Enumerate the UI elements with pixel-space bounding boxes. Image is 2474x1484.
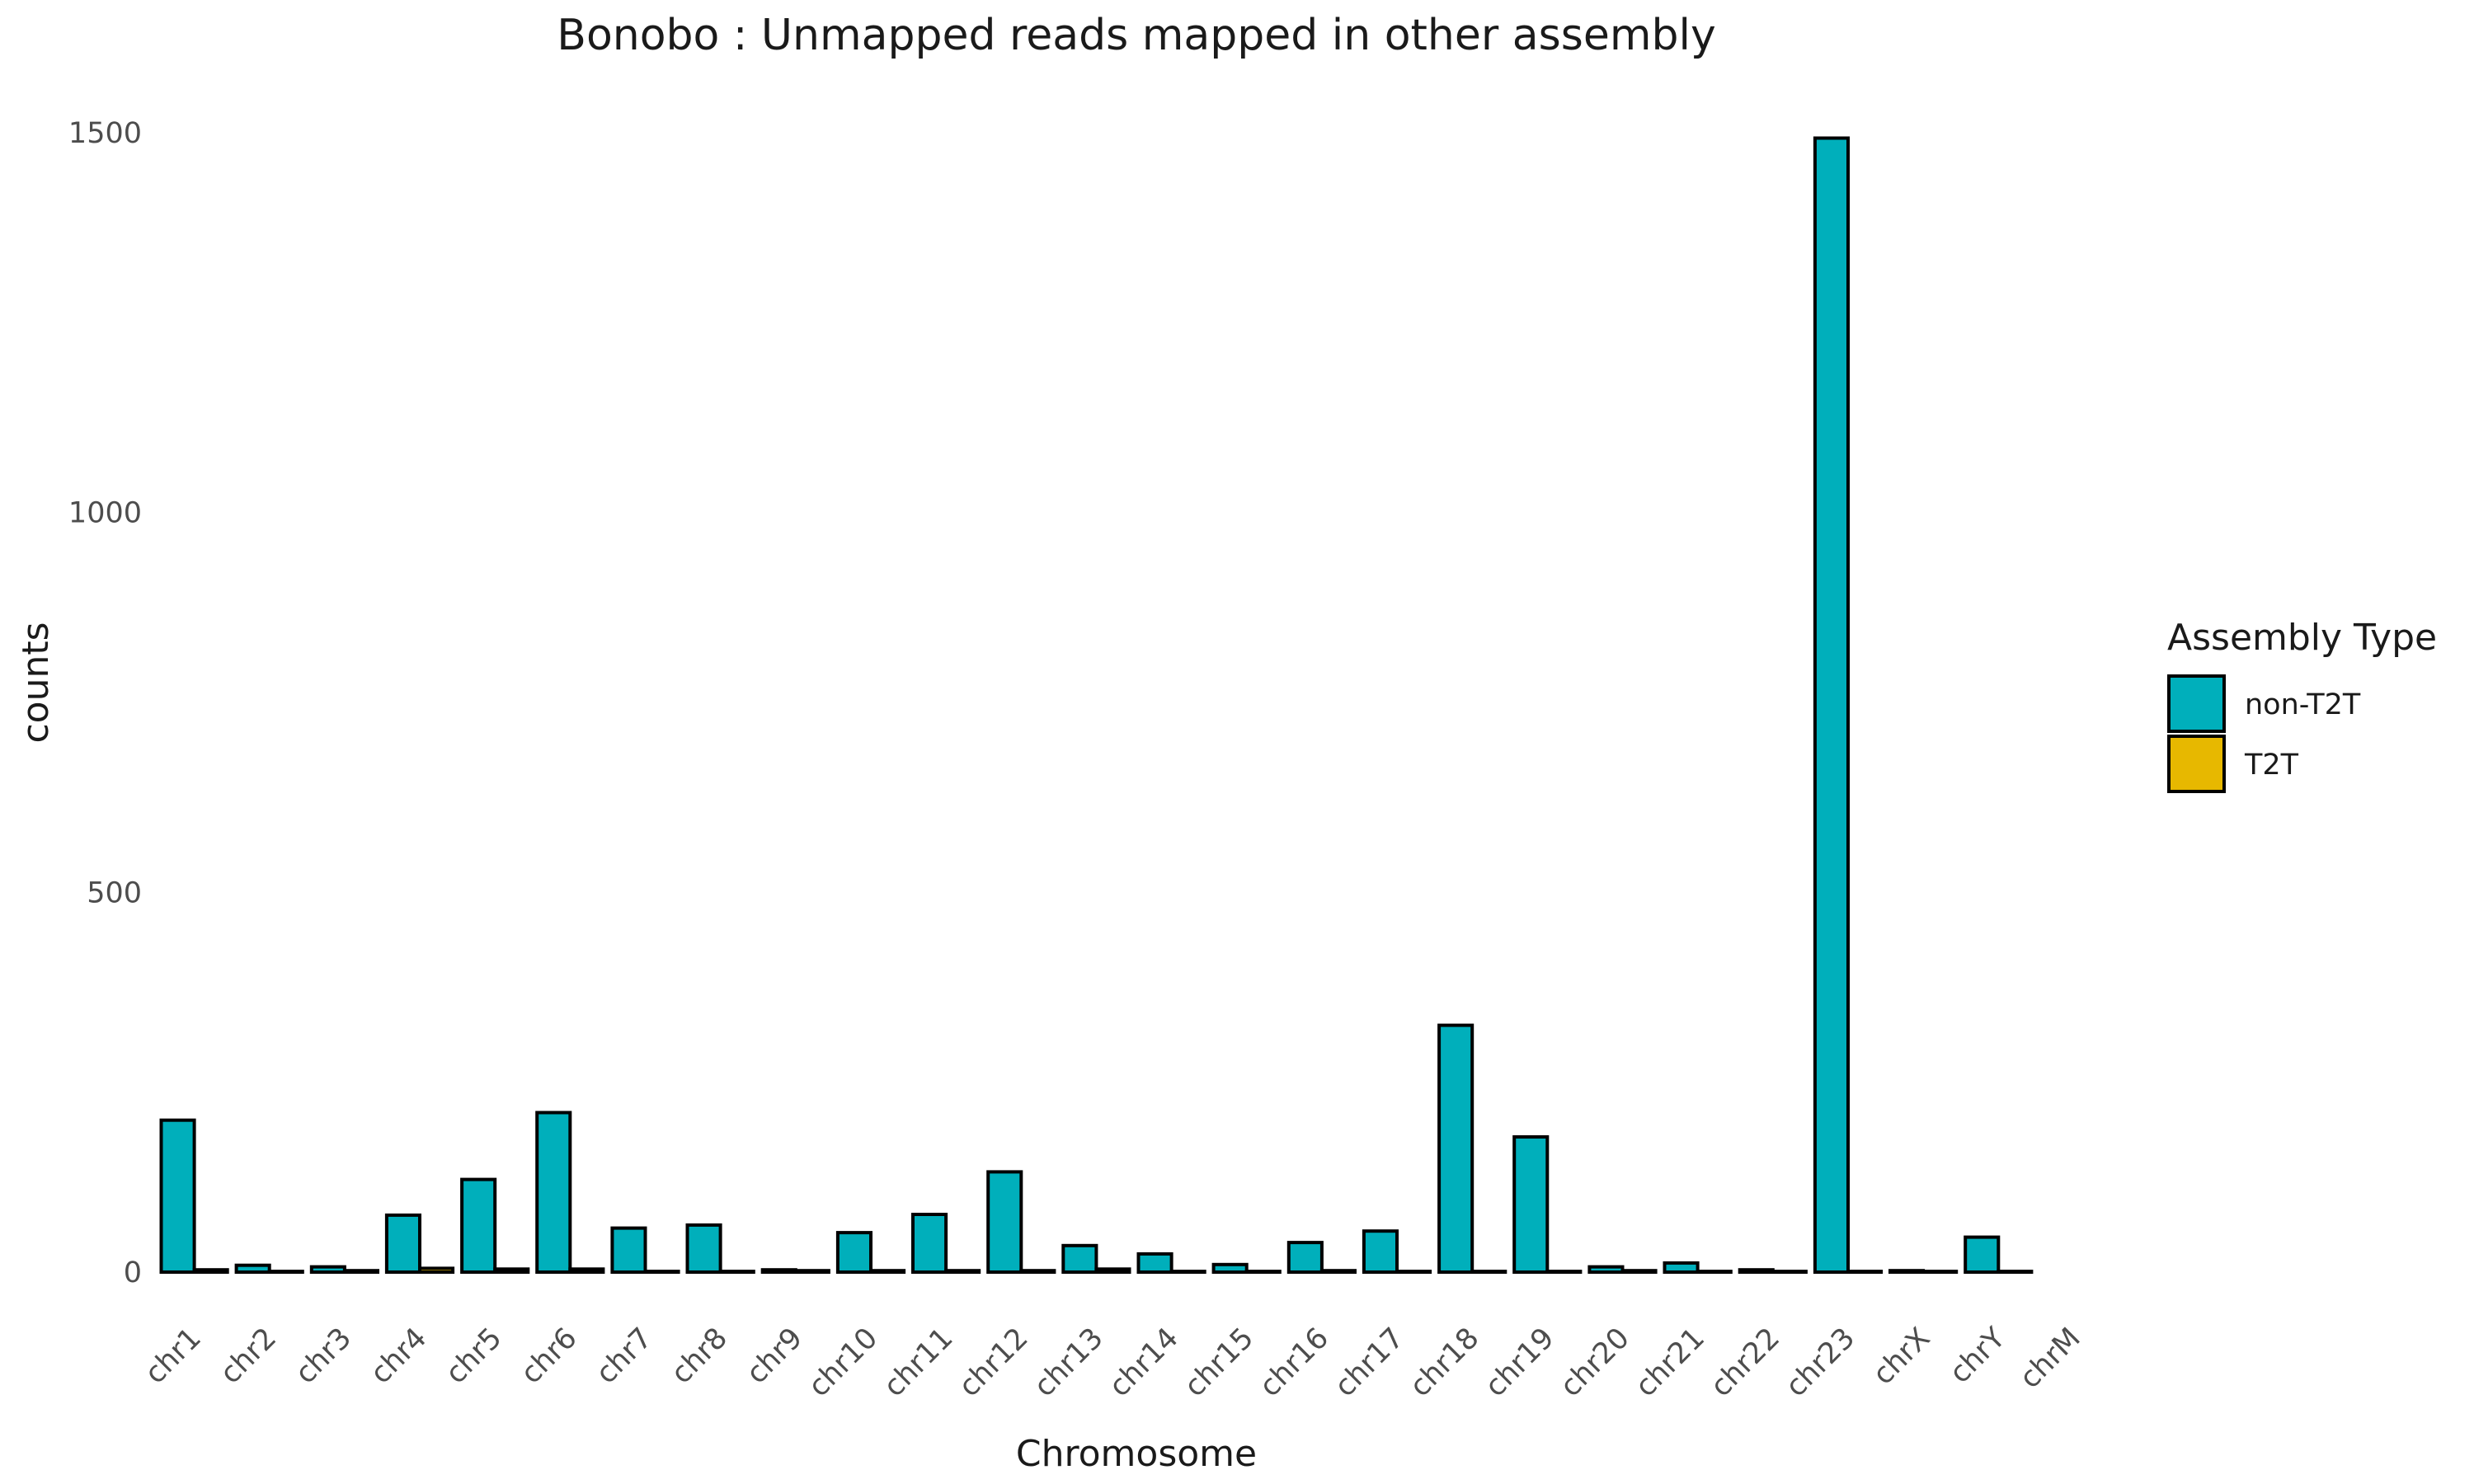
legend-key-non-T2T: [2167, 674, 2226, 733]
bar-T2T-chr5: [493, 1267, 530, 1275]
bar-non-T2T-chr9: [760, 1268, 797, 1274]
y-axis: 0 500 1000 1500: [68, 117, 142, 1289]
legend-key-T2T: [2167, 735, 2226, 793]
bar-non-T2T-chr21: [1663, 1261, 1700, 1275]
bar-non-T2T-chr15: [1211, 1262, 1249, 1275]
y-axis-title: counts: [15, 622, 57, 743]
bar-T2T-chr17: [1395, 1270, 1432, 1274]
legend-title: Assembly Type: [2167, 617, 2437, 659]
legend-label-T2T: T2T: [2244, 749, 2299, 782]
x-tick-label: chr11: [877, 1322, 959, 1403]
bar-non-T2T-chr10: [835, 1231, 873, 1274]
bar-T2T-chr4: [418, 1266, 455, 1275]
x-tick-label: chr20: [1554, 1322, 1636, 1403]
x-tick-label: chr7: [590, 1322, 659, 1391]
bar-T2T-chr21: [1696, 1270, 1733, 1274]
bar-T2T-chr10: [869, 1269, 906, 1274]
bar-non-T2T-chr22: [1738, 1268, 1775, 1274]
x-tick-label: chr13: [1028, 1322, 1110, 1403]
chart-title: Bonobo : Unmapped reads mapped in other …: [557, 11, 1715, 60]
x-tick-label: chr4: [365, 1322, 434, 1391]
bar-non-T2T-chr12: [986, 1170, 1023, 1275]
x-tick-label: chr14: [1103, 1322, 1185, 1403]
bar-non-T2T-chr23: [1813, 136, 1850, 1274]
bar-T2T-chr18: [1470, 1270, 1507, 1274]
x-tick-label: chr2: [214, 1322, 284, 1391]
y-tick-label: 500: [87, 876, 142, 909]
bar-T2T-chr7: [643, 1270, 680, 1274]
x-tick-label: chr15: [1178, 1322, 1260, 1403]
bar-non-T2T-chr3: [309, 1265, 346, 1274]
legend-label-non-T2T: non-T2T: [2245, 688, 2361, 721]
x-tick-label: chr1: [139, 1322, 208, 1391]
x-tick-label: chr22: [1705, 1322, 1786, 1403]
x-tick-label: chr17: [1329, 1322, 1410, 1403]
bar-T2T-chr13: [1094, 1267, 1131, 1275]
bar-non-T2T-chr13: [1061, 1243, 1098, 1275]
bars: [159, 136, 2034, 1275]
bar-T2T-chr3: [342, 1269, 379, 1274]
x-tick-label: chr21: [1630, 1322, 1711, 1403]
bar-non-T2T-chr18: [1437, 1023, 1475, 1274]
x-tick-label: chr6: [515, 1322, 584, 1391]
bar-T2T-chr22: [1771, 1270, 1808, 1274]
bar-T2T-chr15: [1244, 1270, 1282, 1274]
y-tick-label: 0: [124, 1256, 142, 1289]
bar-T2T-chr20: [1620, 1269, 1658, 1274]
bar-T2T-chr8: [718, 1270, 755, 1274]
bar-non-T2T-chrX: [1888, 1269, 1926, 1274]
x-axis: chr1 chr2 chr3 chr4 chr5 chr6 chr7 chr8 chr9chr1…: [139, 1322, 2086, 1404]
bar-T2T-chrY: [1997, 1270, 2034, 1274]
bar-T2T-chrX: [1921, 1270, 1959, 1274]
bar-T2T-chr19: [1545, 1270, 1583, 1274]
x-tick-label: chr12: [952, 1322, 1034, 1403]
bar-non-T2T-chr14: [1136, 1252, 1174, 1275]
bar-T2T-chr14: [1169, 1270, 1206, 1274]
bar-non-T2T-chr4: [384, 1213, 421, 1275]
bar-non-T2T-chr5: [460, 1177, 497, 1274]
bar-non-T2T-chr16: [1286, 1241, 1324, 1274]
y-tick-label: 1000: [68, 497, 142, 530]
bar-non-T2T-chr2: [234, 1263, 271, 1274]
x-tick-label: chrM: [2014, 1322, 2087, 1395]
bar-T2T-chr2: [267, 1270, 304, 1274]
x-tick-label: chr9: [741, 1322, 810, 1391]
bar-T2T-chr12: [1019, 1269, 1056, 1274]
bar-non-T2T-chr1: [159, 1118, 196, 1274]
x-tick-label: chr10: [802, 1322, 884, 1403]
x-tick-label: chr3: [289, 1322, 359, 1391]
x-tick-label: chr16: [1253, 1322, 1335, 1403]
bar-T2T-chr23: [1846, 1270, 1884, 1274]
y-tick-label: 1500: [68, 117, 142, 150]
bar-non-T2T-chrY: [1964, 1235, 2001, 1274]
bar-T2T-chr11: [944, 1269, 981, 1274]
legend: Assembly Type non-T2T T2T: [2167, 617, 2437, 793]
bar-non-T2T-chr19: [1512, 1135, 1550, 1274]
bar-T2T-chr9: [793, 1269, 830, 1274]
bar-non-T2T-chr11: [911, 1213, 948, 1274]
bar-non-T2T-chr17: [1362, 1229, 1399, 1274]
x-tick-label: chr8: [665, 1322, 734, 1391]
x-tick-label: chr19: [1479, 1322, 1560, 1403]
bar-T2T-chr6: [568, 1267, 605, 1275]
x-tick-label: chr5: [440, 1322, 509, 1391]
bar-non-T2T-chr6: [535, 1111, 572, 1274]
x-axis-title: Chromosome: [1016, 1433, 1257, 1475]
x-tick-label: chr23: [1780, 1322, 1861, 1403]
bar-T2T-chr1: [192, 1268, 229, 1274]
x-tick-label: chrX: [1867, 1322, 1937, 1392]
bar-T2T-chr16: [1319, 1269, 1357, 1274]
bar-non-T2T-chr8: [685, 1223, 722, 1275]
bar-non-T2T-chr7: [610, 1226, 647, 1274]
x-tick-label: chrY: [1944, 1322, 2012, 1390]
x-tick-label: chr18: [1404, 1322, 1485, 1403]
bar-non-T2T-chr20: [1587, 1265, 1625, 1274]
